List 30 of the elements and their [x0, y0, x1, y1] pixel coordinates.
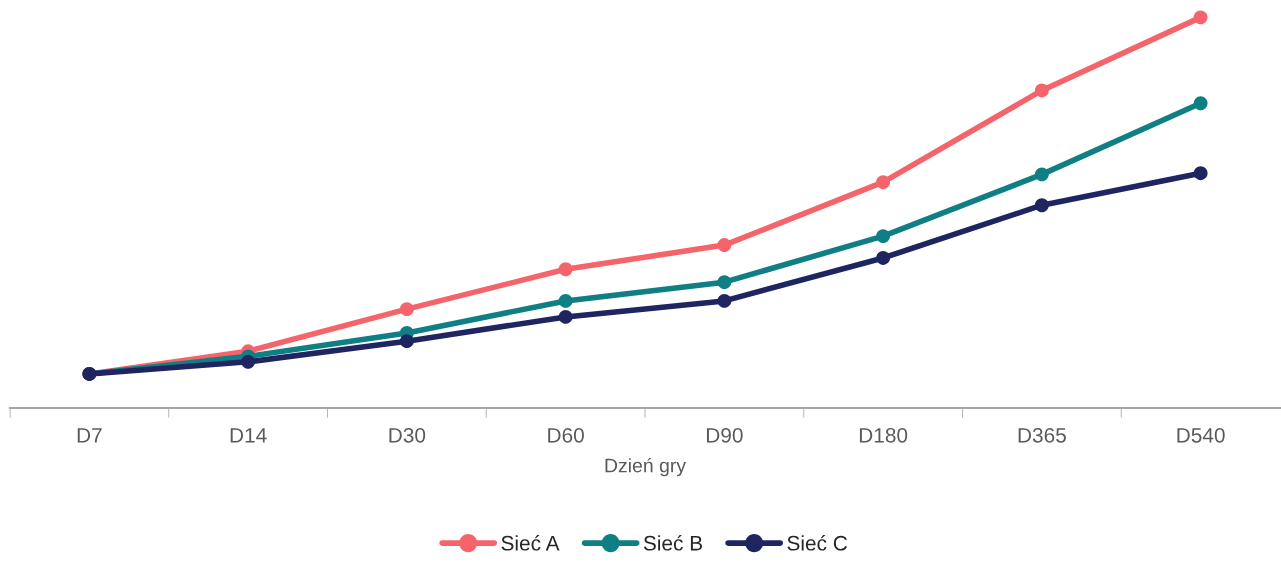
- point: [1193, 166, 1208, 181]
- legend-label: Sieć C: [787, 535, 848, 551]
- point: [399, 334, 414, 349]
- legend-label: Sieć B: [643, 535, 703, 551]
- x-tick-label: D30: [389, 427, 426, 443]
- x-tick-label: D60: [548, 427, 584, 443]
- point: [1193, 96, 1208, 111]
- x-tick-label: D14: [230, 428, 267, 443]
- point: [717, 238, 732, 253]
- x-tick-label: D540: [1177, 427, 1225, 443]
- x-axis-title: Dzień gry: [605, 457, 687, 477]
- point: [1034, 83, 1049, 98]
- legend-label: Sieć A: [501, 535, 560, 551]
- point: [717, 293, 732, 308]
- point: [1193, 10, 1208, 25]
- point: [558, 293, 573, 308]
- x-tick-label: D180: [859, 427, 908, 443]
- x-tick-label: D90: [706, 427, 743, 443]
- point: [876, 175, 891, 190]
- point: [876, 251, 891, 265]
- point: [876, 229, 891, 244]
- point: [717, 275, 732, 290]
- point: [1034, 167, 1049, 182]
- point: [558, 262, 573, 277]
- point: [399, 302, 414, 317]
- point: [1034, 198, 1049, 213]
- x-tick-label: D365: [1018, 427, 1066, 443]
- point: [558, 309, 573, 324]
- x-tick-label: D7: [77, 428, 102, 443]
- point: [241, 354, 256, 369]
